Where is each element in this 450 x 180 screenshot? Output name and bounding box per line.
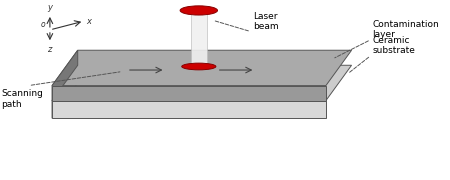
Text: Contamination
layer: Contamination layer [372, 20, 439, 39]
Polygon shape [52, 50, 351, 86]
Polygon shape [52, 101, 326, 118]
Text: Scanning
path: Scanning path [1, 89, 44, 109]
Text: o: o [41, 20, 45, 29]
Polygon shape [52, 86, 326, 101]
Text: y: y [47, 3, 52, 12]
Text: Ceramic
substrate: Ceramic substrate [372, 36, 415, 55]
Text: Laser
beam: Laser beam [253, 12, 279, 31]
Ellipse shape [182, 63, 216, 70]
Polygon shape [52, 65, 351, 101]
Ellipse shape [180, 6, 217, 15]
Polygon shape [191, 10, 207, 67]
Polygon shape [52, 65, 78, 118]
Text: x: x [86, 17, 91, 26]
Text: z: z [47, 45, 51, 54]
Polygon shape [52, 50, 78, 101]
